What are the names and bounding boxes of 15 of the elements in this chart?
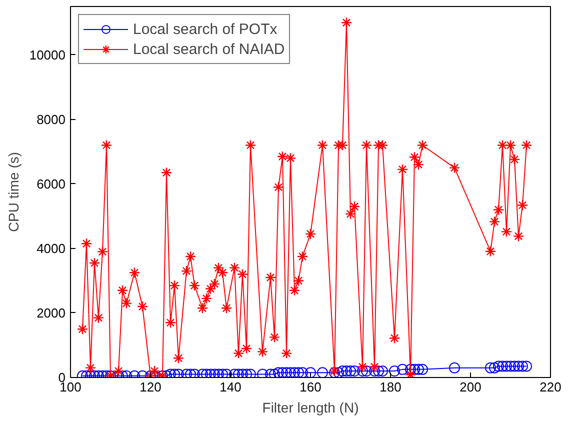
y-tick-label: 6000	[36, 176, 66, 192]
x-tick-label: 140	[220, 380, 242, 394]
x-tick-label: 200	[460, 380, 482, 394]
legend-label: Local search of POTx	[133, 20, 278, 38]
y-tick-label: 10000	[29, 47, 66, 62]
x-tick-label: 120	[140, 380, 162, 394]
x-tick-label: 180	[380, 380, 402, 394]
legend-label: Local search of NAIAD	[133, 40, 285, 58]
y-axis-title: CPU time (s)	[5, 152, 22, 232]
x-tick-label: 160	[300, 380, 322, 394]
y-tick-label: 4000	[36, 240, 66, 256]
x-axis-title: Filter length (N)	[262, 400, 359, 416]
y-tick-label: 8000	[36, 112, 66, 127]
x-tick-label: 220	[540, 380, 562, 394]
y-tick-label: 2000	[36, 305, 66, 320]
